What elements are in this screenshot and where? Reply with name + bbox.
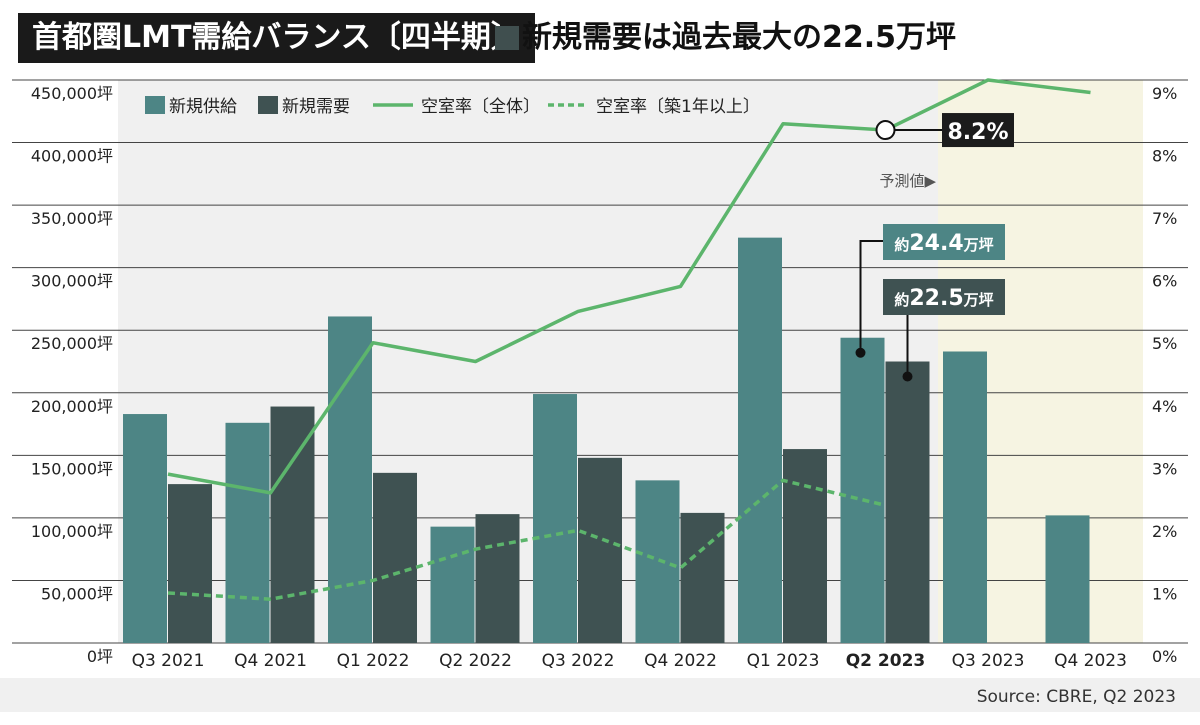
legend-item: 新規需要 <box>258 96 350 117</box>
bar-supply <box>738 237 782 643</box>
left-axis-tick-label: 400,000坪 <box>31 147 113 166</box>
x-axis-category-label: Q2 2022 <box>439 651 512 671</box>
annotation-marker-vacancy <box>875 120 896 141</box>
line-vacancy-total <box>167 78 1091 495</box>
bar-supply <box>635 480 680 643</box>
annotation-text-demand: 約22.5万坪 <box>894 286 993 311</box>
bar-supply <box>840 337 885 643</box>
bar-demand <box>475 514 520 643</box>
annotation-box-supply <box>883 224 1005 260</box>
legend-item: 空室率〔全体〕 <box>373 97 540 117</box>
x-axis-category-label: Q4 2022 <box>644 651 717 671</box>
legend-swatch <box>145 96 165 114</box>
annotation-leader-supply <box>859 240 883 353</box>
annotation-text-supply: 約24.4万坪 <box>894 231 993 256</box>
right-axis-tick-label: 4% <box>1152 397 1177 416</box>
right-axis-tick-label: 6% <box>1152 272 1177 291</box>
source-note: Source: CBRE, Q2 2023 <box>977 687 1176 707</box>
bar-supply <box>1045 515 1090 643</box>
legend-swatch <box>258 96 278 114</box>
right-axis-tick-label: 0% <box>1152 647 1177 666</box>
legend-label: 空室率〔築1年以上〕 <box>596 97 760 117</box>
x-axis-category-label: Q3 2023 <box>952 651 1025 671</box>
right-axis-tick-label: 1% <box>1152 584 1177 603</box>
left-axis-tick-label: 200,000坪 <box>31 397 113 416</box>
right-axis-tick-label: 8% <box>1152 147 1177 166</box>
left-axis-tick-label: 100,000坪 <box>31 522 113 541</box>
right-axis-tick-label: 7% <box>1152 209 1177 228</box>
annotation-text-vacancy: 8.2% <box>947 120 1008 145</box>
x-axis-category-label: Q4 2023 <box>1054 651 1127 671</box>
line-vacancy-existing <box>167 478 886 601</box>
bar-demand <box>680 512 725 643</box>
x-axis-category-label: Q1 2023 <box>747 651 820 671</box>
left-axis-tick-label: 50,000坪 <box>41 584 113 603</box>
left-axis-tick-label: 150,000坪 <box>31 459 113 478</box>
bar-demand <box>885 361 930 643</box>
x-axis-category-label: Q1 2022 <box>337 651 410 671</box>
annotation-box-demand <box>883 279 1005 315</box>
bar-supply <box>123 414 167 643</box>
bar-demand <box>783 449 827 643</box>
bar-demand <box>578 457 622 643</box>
chart-subtitle: 新規需要は過去最大の22.5万坪 <box>522 20 957 55</box>
bar-demand <box>168 484 212 643</box>
bar-demand <box>373 472 417 643</box>
x-axis-category-label: Q3 2021 <box>132 651 205 671</box>
bar-demand <box>270 406 315 643</box>
bar-supply <box>225 422 270 643</box>
source-band <box>0 678 1200 712</box>
forecast-label: 予測値▶ <box>879 172 936 190</box>
annotation-box-vacancy <box>942 113 1014 148</box>
right-axis-tick-label: 2% <box>1152 522 1177 541</box>
legend-item: 空室率〔築1年以上〕 <box>548 97 760 117</box>
x-axis-category-label: Q4 2021 <box>234 651 307 671</box>
legend-label: 新規需要 <box>282 97 350 117</box>
legend-label: 空室率〔全体〕 <box>421 97 540 117</box>
chart-header: 首都圏LMT需給バランス〔四半期〕 新規需要は過去最大の22.5万坪 <box>0 0 1200 75</box>
legend-item: 新規供給 <box>145 96 237 117</box>
right-axis-tick-label: 3% <box>1152 459 1177 478</box>
right-axis-tick-label: 9% <box>1152 84 1177 103</box>
left-axis-tick-label: 250,000坪 <box>31 334 113 353</box>
bar-supply <box>430 526 475 643</box>
x-axis-category-label: Q2 2023 <box>846 651 926 671</box>
bar-supply <box>328 316 372 643</box>
subtitle-marker <box>495 26 519 50</box>
x-axis-category-label: Q3 2022 <box>542 651 615 671</box>
legend-label: 新規供給 <box>169 97 237 117</box>
left-axis-tick-label: 300,000坪 <box>31 272 113 291</box>
right-axis-tick-label: 5% <box>1152 334 1177 353</box>
bar-supply <box>943 351 987 643</box>
bar-supply <box>533 394 577 643</box>
left-axis-tick-label: 450,000坪 <box>31 84 113 103</box>
chart-title: 首都圏LMT需給バランス〔四半期〕 <box>18 13 535 63</box>
left-axis-tick-label: 0坪 <box>87 647 113 666</box>
left-axis-tick-label: 350,000坪 <box>31 209 113 228</box>
